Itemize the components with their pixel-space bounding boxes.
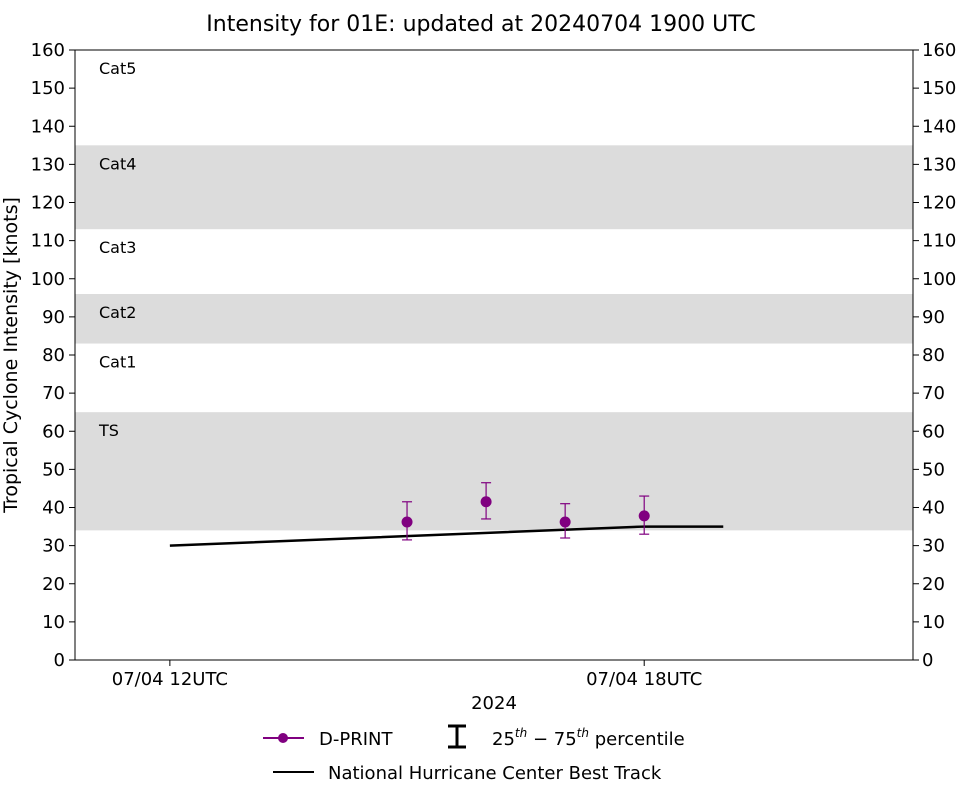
legend-percentile-label: 25th − 75th percentile — [492, 726, 685, 750]
category-bands — [75, 145, 913, 531]
legend-percentile-hi: 75 — [554, 729, 577, 750]
y-axis-left: 0 10 20 30 40 50 60 70 80 90 100 110 120 130 140 150 160 — [31, 40, 75, 671]
legend-percentile-sup-lo: th — [515, 726, 527, 740]
dprint-point — [559, 516, 571, 528]
y-tick-label-left: 0 — [54, 650, 65, 671]
y-tick-label-right: 40 — [922, 498, 945, 519]
y-axis-label: Tropical Cyclone Intensity [knots] — [0, 197, 22, 514]
y-tick-label-right: 110 — [922, 231, 956, 252]
y-tick-label-right: 30 — [922, 536, 945, 557]
legend-percentile-lo: 25 — [492, 729, 515, 750]
y-tick-label-right: 10 — [922, 612, 945, 633]
y-tick-label-left: 160 — [31, 40, 65, 61]
legend: D-PRINT 25th − 75th percentile National … — [263, 724, 685, 784]
legend-percentile-rest: percentile — [589, 729, 685, 750]
dprint-point — [401, 516, 413, 528]
y-axis-right: 0 10 20 30 40 50 60 70 80 90 100 110 120 130 140 150 160 — [913, 40, 956, 671]
dprint-point — [480, 496, 492, 508]
category-label-cat4: Cat4 — [99, 154, 136, 173]
chart-title: Intensity for 01E: updated at 20240704 1… — [206, 12, 755, 37]
dprint-point — [638, 510, 650, 522]
legend-percentile-icon — [448, 724, 466, 749]
category-label-ts: TS — [98, 421, 119, 440]
dprint-series — [401, 482, 650, 541]
y-tick-label-left: 60 — [42, 421, 65, 442]
y-tick-label-right: 50 — [922, 459, 945, 480]
category-band-cat4 — [75, 145, 913, 230]
category-label-cat2: Cat2 — [99, 303, 136, 322]
y-tick-label-left: 130 — [31, 154, 65, 175]
y-tick-label-right: 90 — [922, 307, 945, 328]
category-labels: TS Cat1 Cat2 Cat3 Cat4 Cat5 — [98, 59, 136, 440]
y-tick-label-right: 80 — [922, 345, 945, 366]
x-tick-label: 07/04 18UTC — [586, 669, 702, 690]
category-label-cat3: Cat3 — [99, 238, 136, 257]
y-tick-label-left: 100 — [31, 269, 65, 290]
y-tick-label-right: 160 — [922, 40, 956, 61]
y-tick-label-left: 150 — [31, 78, 65, 99]
y-tick-label-left: 30 — [42, 536, 65, 557]
y-tick-label-left: 140 — [31, 116, 65, 137]
y-tick-label-left: 40 — [42, 498, 65, 519]
y-tick-label-right: 0 — [922, 650, 933, 671]
y-tick-label-right: 70 — [922, 383, 945, 404]
y-tick-label-right: 100 — [922, 269, 956, 290]
y-tick-label-left: 70 — [42, 383, 65, 404]
y-tick-label-right: 140 — [922, 116, 956, 137]
x-axis-label: 2024 — [471, 693, 517, 714]
y-tick-label-right: 130 — [922, 154, 956, 175]
category-band-cat2 — [75, 294, 913, 344]
legend-dprint-label: D-PRINT — [319, 729, 393, 750]
x-tick-label: 07/04 12UTC — [112, 669, 228, 690]
y-tick-label-right: 60 — [922, 421, 945, 442]
category-band-ts — [75, 412, 913, 531]
category-label-cat5: Cat5 — [99, 59, 136, 78]
y-tick-label-left: 10 — [42, 612, 65, 633]
y-tick-label-left: 120 — [31, 193, 65, 214]
legend-percentile-dash: − — [527, 729, 554, 750]
plot-frame — [74, 49, 914, 661]
y-tick-label-right: 120 — [922, 193, 956, 214]
y-tick-label-left: 50 — [42, 459, 65, 480]
legend-percentile-sup-hi: th — [577, 726, 589, 740]
legend-best-track-label: National Hurricane Center Best Track — [328, 763, 662, 784]
x-axis: 07/04 12UTC 07/04 18UTC — [112, 660, 702, 690]
y-tick-label-right: 150 — [922, 78, 956, 99]
y-tick-label-left: 110 — [31, 231, 65, 252]
y-tick-label-left: 90 — [42, 307, 65, 328]
y-tick-label-left: 20 — [42, 574, 65, 595]
legend-dprint-marker — [278, 733, 288, 743]
y-tick-label-left: 80 — [42, 345, 65, 366]
y-tick-label-right: 20 — [922, 574, 945, 595]
category-label-cat1: Cat1 — [99, 353, 136, 372]
